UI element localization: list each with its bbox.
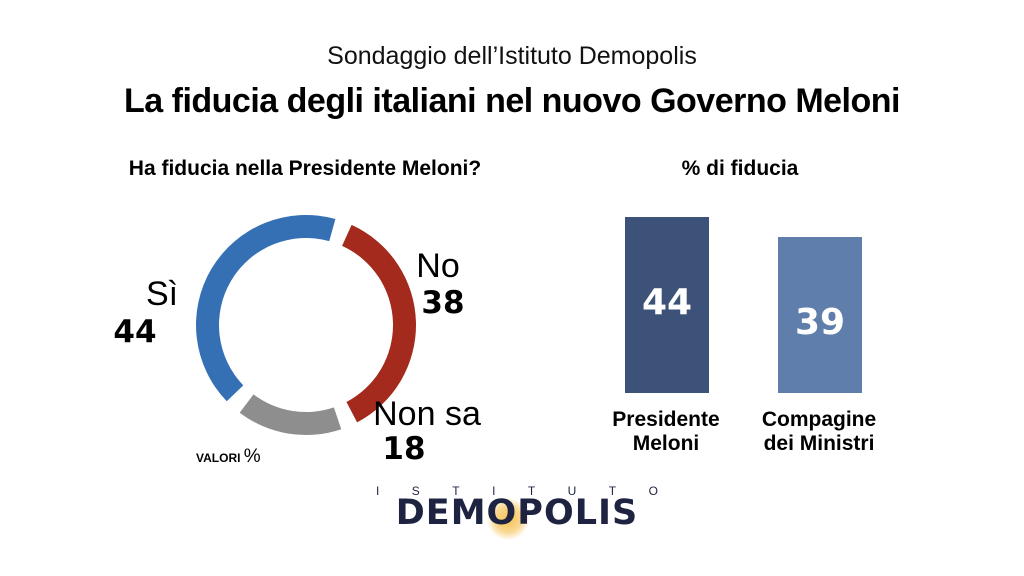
chart-title: La fiducia degli italiani nel nuovo Gove… [124, 82, 900, 120]
donut-slice-non-sa [239, 394, 342, 435]
slice-value: 18 [382, 431, 425, 467]
logo-letter: I [376, 484, 380, 498]
slice-value: 44 [113, 314, 156, 350]
slice-value: 38 [421, 285, 464, 321]
logo-letter: I [492, 484, 496, 498]
chart-subtitle: Sondaggio dell’Istituto Demopolis [327, 42, 697, 70]
logo-letter: T [608, 484, 617, 498]
donut-slice-s- [196, 215, 336, 402]
values-note-text: VALORI [196, 451, 241, 465]
logo-letter: O [648, 484, 658, 498]
logo-demopolis: DEMOPOLIS [395, 493, 639, 533]
bar-value-label: 44 [642, 282, 692, 323]
bar-value-label: 39 [795, 302, 845, 343]
donut-question: Ha fiducia nella Presidente Meloni? [128, 157, 482, 180]
logo-letter: T [527, 484, 536, 498]
slice-label: Non sa [373, 395, 481, 433]
logo-letter: T [452, 484, 460, 498]
logo-letter: U [567, 484, 577, 498]
slice-label: Sì [146, 275, 178, 313]
slice-label: No [416, 247, 459, 285]
bar-category-label: Compagine [762, 408, 876, 431]
bar-category-label: dei Ministri [764, 432, 875, 455]
bar-category-label: Meloni [633, 432, 700, 455]
bar-category-label: Presidente [612, 408, 719, 431]
values-note: VALORI % [196, 446, 261, 468]
donut-slice-no [342, 224, 416, 423]
bar [778, 237, 862, 393]
logo-sun-glow [487, 498, 529, 540]
logo-letter: S [411, 484, 420, 498]
values-note-unit: % [243, 446, 261, 467]
bar [625, 217, 709, 393]
bar-chart-title: % di fiducia [681, 157, 799, 180]
